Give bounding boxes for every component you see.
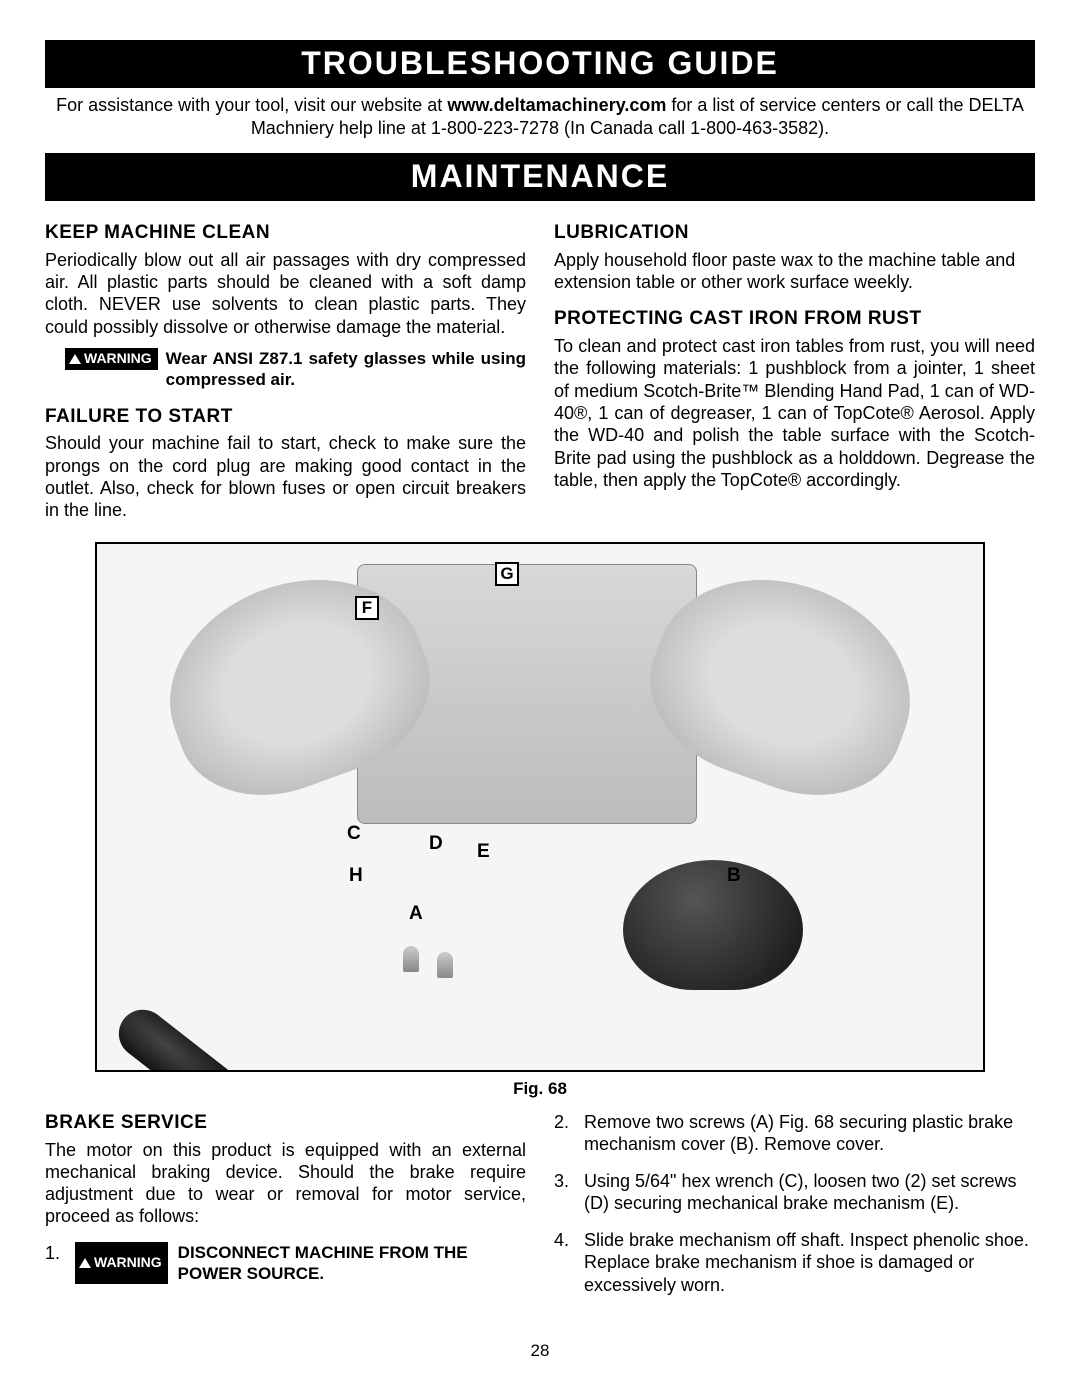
failure-head: FAILURE TO START xyxy=(45,405,526,429)
fig-label-f: F xyxy=(355,596,379,620)
fig-letter-a: A xyxy=(409,902,423,926)
warning-row-air: WARNING Wear ANSI Z87.1 safety glasses w… xyxy=(45,348,526,391)
columns-bottom: BRAKE SERVICE The motor on this product … xyxy=(45,1111,1035,1311)
figure-caption: Fig. 68 xyxy=(45,1078,1035,1099)
intro-text: For assistance with your tool, visit our… xyxy=(45,94,1035,139)
fig-letter-b: B xyxy=(727,864,741,888)
col-left: KEEP MACHINE CLEAN Periodically blow out… xyxy=(45,207,526,522)
keep-clean-head: KEEP MACHINE CLEAN xyxy=(45,221,526,245)
brake-head: BRAKE SERVICE xyxy=(45,1111,526,1135)
fig-letter-c: C xyxy=(347,822,361,846)
col-right: LUBRICATION Apply household floor paste … xyxy=(554,207,1035,522)
lower-col-left: BRAKE SERVICE The motor on this product … xyxy=(45,1111,526,1311)
screwdriver-shape xyxy=(112,995,474,1072)
warning-triangle-icon xyxy=(69,354,81,364)
brake-body: The motor on this product is equipped wi… xyxy=(45,1139,526,1228)
intro-url: www.deltamachinery.com xyxy=(447,95,666,115)
fig-letter-e: E xyxy=(477,840,490,864)
step3-text: Using 5/64" hex wrench (C), loosen two (… xyxy=(584,1170,1035,1215)
columns-top: KEEP MACHINE CLEAN Periodically blow out… xyxy=(45,207,1035,522)
step2-text: Remove two screws (A) Fig. 68 securing p… xyxy=(584,1111,1035,1156)
fig-letter-h: H xyxy=(349,864,363,888)
lower-col-right: 2. Remove two screws (A) Fig. 68 securin… xyxy=(554,1111,1035,1311)
brake-step-4: 4. Slide brake mechanism off shaft. Insp… xyxy=(554,1229,1035,1297)
brake-step-1: 1. WARNING DISCONNECT MACHINE FROM THE P… xyxy=(45,1242,526,1285)
lubrication-head: LUBRICATION xyxy=(554,221,1035,245)
page-number: 28 xyxy=(45,1340,1035,1361)
lubrication-body: Apply household floor paste wax to the m… xyxy=(554,249,1035,294)
warning-text-air: Wear ANSI Z87.1 safety glasses while usi… xyxy=(166,348,526,391)
warning-label: WARNING xyxy=(84,350,152,368)
step3-num: 3. xyxy=(554,1170,574,1215)
step4-num: 4. xyxy=(554,1229,574,1297)
brake-step-2: 2. Remove two screws (A) Fig. 68 securin… xyxy=(554,1111,1035,1156)
step1-text: DISCONNECT MACHINE FROM THE POWER SOURCE… xyxy=(178,1242,526,1285)
step1-warning-badge: WARNING xyxy=(75,1242,168,1285)
intro-prefix: For assistance with your tool, visit our… xyxy=(56,95,447,115)
figure-68: G F C D E H B A xyxy=(95,542,985,1072)
failure-body: Should your machine fail to start, check… xyxy=(45,432,526,521)
warning-triangle-icon xyxy=(79,1258,91,1268)
fig-letter-d: D xyxy=(429,832,443,856)
rust-body: To clean and protect cast iron tables fr… xyxy=(554,335,1035,491)
fig-label-g: G xyxy=(495,562,519,586)
step1-num: 1. xyxy=(45,1242,65,1285)
step4-text: Slide brake mechanism off shaft. Inspect… xyxy=(584,1229,1035,1297)
keep-clean-body: Periodically blow out all air passages w… xyxy=(45,249,526,338)
brake-cover-shape xyxy=(623,860,803,990)
step1-warning-label: WARNING xyxy=(94,1254,162,1272)
rust-head: PROTECTING CAST IRON FROM RUST xyxy=(554,307,1035,331)
maintenance-banner: MAINTENANCE xyxy=(45,153,1035,201)
screws-shape xyxy=(397,940,467,980)
screw-2 xyxy=(437,952,453,978)
brake-step-3: 3. Using 5/64" hex wrench (C), loosen tw… xyxy=(554,1170,1035,1215)
screwdriver-handle xyxy=(109,1000,265,1072)
screw-1 xyxy=(403,946,419,972)
warning-badge: WARNING xyxy=(65,348,158,370)
troubleshooting-banner: TROUBLESHOOTING GUIDE xyxy=(45,40,1035,88)
step2-num: 2. xyxy=(554,1111,574,1156)
